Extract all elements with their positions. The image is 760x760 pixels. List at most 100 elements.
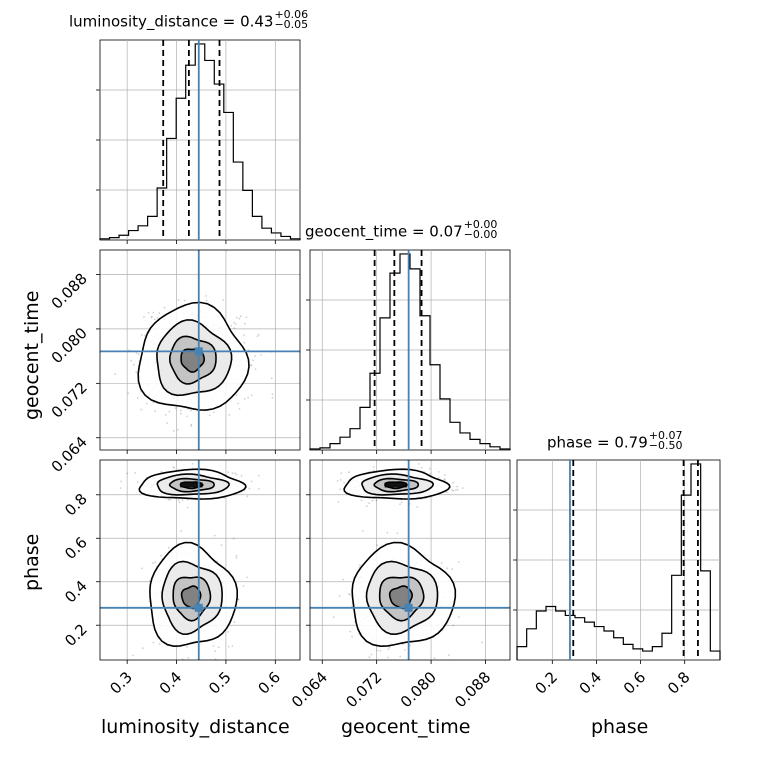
sample-point	[222, 299, 225, 301]
truth-marker	[194, 347, 203, 356]
contour-line	[161, 560, 223, 636]
sample-point	[212, 662, 214, 664]
sample-point	[220, 544, 223, 546]
sample-point	[153, 318, 156, 321]
xlabel-luminosity-distance: luminosity_distance	[101, 716, 290, 738]
hist-panel-ld	[96, 39, 301, 244]
sample-point	[228, 662, 230, 664]
sample-point	[208, 414, 211, 417]
ytick-label-ph: 0.6	[61, 533, 91, 563]
sample-point	[158, 643, 161, 645]
density-core	[384, 482, 407, 488]
sample-point	[361, 530, 364, 532]
sample-point	[176, 428, 179, 431]
sample-point	[237, 598, 240, 601]
sample-point	[457, 561, 460, 563]
sample-point	[179, 409, 182, 412]
sample-point	[399, 660, 401, 662]
sample-point	[145, 402, 148, 405]
xtick-label-gt: 0.080	[397, 668, 440, 711]
contour-line	[373, 477, 420, 493]
xtick-label-gt: 0.088	[451, 668, 494, 711]
sample-point	[271, 393, 274, 396]
sample-point	[235, 554, 238, 557]
sample-point	[140, 408, 143, 411]
sample-point	[136, 396, 139, 399]
sample-point	[271, 396, 274, 399]
sample-point	[452, 624, 455, 627]
sample-point	[443, 479, 446, 481]
sample-point	[227, 631, 230, 633]
ytick-label-ph: 0.2	[61, 620, 91, 650]
contour-line	[168, 335, 217, 385]
sample-point	[235, 473, 238, 476]
truth-marker	[194, 603, 203, 612]
sample-point	[217, 646, 220, 649]
sample-point	[180, 530, 183, 533]
sample-point	[169, 498, 172, 501]
sample-point	[178, 501, 181, 503]
panel-contents	[310, 460, 510, 662]
sample-point	[166, 422, 169, 424]
sample-point	[186, 506, 189, 509]
sample-point	[227, 471, 230, 474]
xtick-label-gt: 0.064	[288, 668, 331, 711]
sample-point	[399, 655, 402, 658]
xlabel-phase: phase	[591, 716, 649, 738]
contour-line	[137, 301, 250, 411]
contour-line	[168, 477, 215, 493]
hist-panel-ph	[513, 459, 721, 664]
sample-point	[163, 306, 166, 309]
sample-point	[250, 394, 253, 397]
sample-point	[173, 467, 176, 469]
sample-point	[376, 544, 379, 547]
sample-point	[234, 472, 237, 475]
hist-panel-gt	[306, 249, 511, 454]
sample-point	[416, 506, 419, 508]
sample-point	[480, 641, 483, 644]
sample-point	[134, 472, 137, 474]
sample-point	[368, 502, 370, 505]
sample-point	[174, 407, 177, 410]
sample-point	[235, 394, 238, 397]
sample-point	[373, 469, 375, 472]
sample-point	[214, 650, 217, 653]
sample-point	[250, 480, 253, 483]
sample-point	[212, 645, 215, 647]
sample-point	[131, 654, 134, 657]
sample-point	[396, 532, 399, 535]
sample-point	[214, 658, 217, 660]
sample-point	[340, 472, 343, 475]
sample-point	[141, 567, 143, 570]
sample-point	[177, 498, 180, 501]
hist-steps-ph	[516, 463, 721, 660]
panel-frame	[309, 459, 511, 661]
contour-line	[156, 319, 233, 397]
xtick-label-ld: 0.5	[205, 668, 235, 698]
sample-point	[375, 499, 378, 502]
sample-point	[452, 481, 455, 484]
sample-point	[252, 359, 255, 362]
sample-point	[143, 316, 145, 318]
sample-point	[247, 396, 250, 399]
sample-point	[260, 354, 263, 356]
sample-point	[135, 352, 138, 355]
sample-point	[360, 499, 363, 502]
sample-point	[151, 315, 153, 318]
sample-point	[339, 488, 341, 491]
sample-point	[187, 662, 189, 664]
sample-point	[243, 398, 246, 400]
title-geocent-time: geocent_time = 0.07 +0.00 −0.00	[305, 218, 498, 241]
ylabel-geocent-time: geocent_time	[21, 290, 43, 420]
contour-line	[378, 576, 425, 622]
sample-point	[243, 334, 245, 336]
sample-point	[245, 316, 248, 319]
sample-point	[235, 556, 238, 559]
sample-point	[221, 661, 223, 663]
sample-point	[337, 501, 340, 503]
sample-point	[181, 499, 184, 501]
sample-point	[338, 595, 341, 597]
sample-point	[167, 546, 170, 549]
